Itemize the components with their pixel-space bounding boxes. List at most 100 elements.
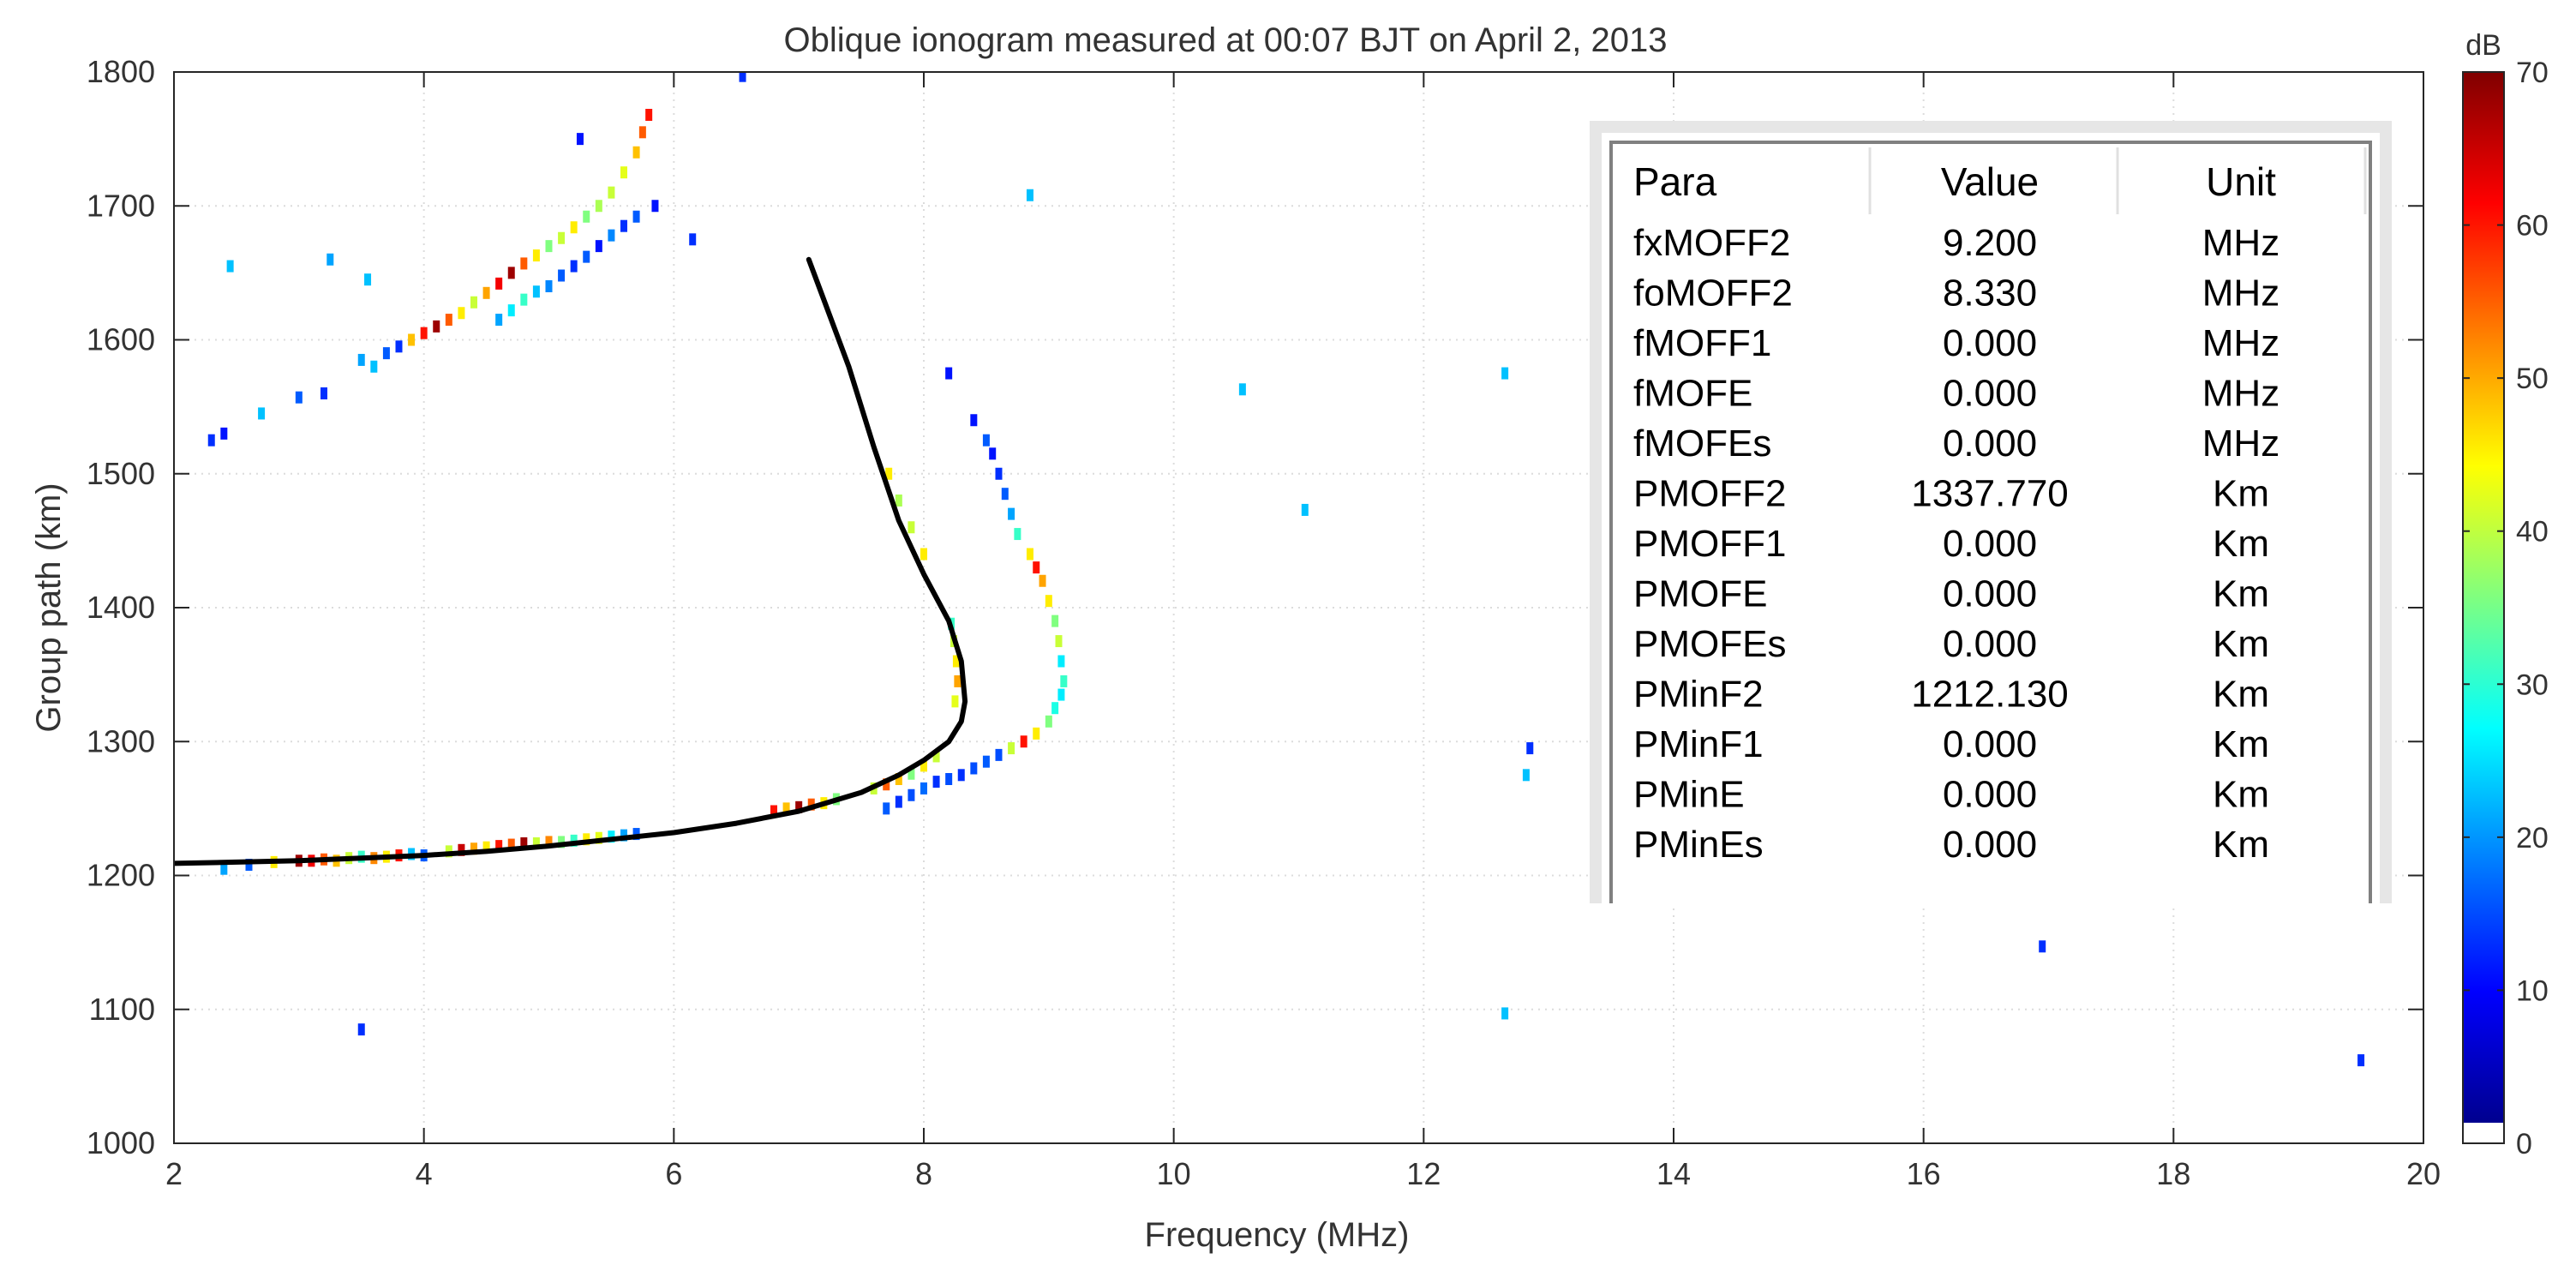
echo-point	[226, 260, 234, 273]
echo-point	[1008, 742, 1015, 755]
echo-point	[608, 186, 615, 199]
table-cell: Km	[2213, 623, 2269, 665]
echo-point	[520, 293, 528, 306]
echo-point	[807, 798, 815, 811]
colorbar: dB 0 10 20 30 40 50 60 70	[2462, 29, 2549, 1160]
echo-point	[895, 795, 902, 808]
colorbar-tick-label: 30	[2516, 668, 2549, 701]
echo-point	[1526, 742, 1534, 755]
echo-point	[620, 166, 627, 179]
echo-point	[982, 755, 990, 768]
colorbar-tick-label: 10	[2516, 974, 2549, 1007]
echo-point	[545, 240, 553, 253]
echo-point	[576, 133, 584, 146]
table-background	[1596, 127, 2386, 903]
x-tick-label: 18	[2156, 1156, 2190, 1191]
x-tick-label: 8	[915, 1156, 932, 1191]
table-cell: MHz	[2202, 373, 2279, 415]
echo-point	[395, 340, 403, 353]
table-cell: MHz	[2202, 322, 2279, 364]
echo-point	[295, 391, 303, 404]
table-cell: Km	[2213, 774, 2269, 816]
echo-point	[558, 836, 566, 848]
table-cell: 0.000	[1943, 723, 2037, 765]
table-cell: 0.000	[1943, 423, 2037, 465]
table-cell: 0.000	[1943, 774, 2037, 816]
echo-point	[782, 802, 790, 815]
echo-point	[321, 387, 327, 399]
echo-point	[632, 210, 640, 223]
table-cell: PMOFF2	[1633, 473, 1786, 515]
colorbar-tick-label: 0	[2516, 1128, 2532, 1160]
table-cell: 8.330	[1943, 273, 2037, 315]
echo-point	[408, 333, 416, 346]
table-cell: fMOFE	[1633, 373, 1752, 415]
echo-point	[1033, 561, 1040, 574]
y-tick-label: 1000	[87, 1125, 155, 1160]
echo-point	[458, 843, 465, 856]
table-cell: 0.000	[1943, 824, 2037, 866]
echo-point	[207, 434, 215, 447]
echo-point	[1014, 528, 1021, 541]
table-cell: fMOFF1	[1633, 322, 1771, 364]
chart-title: Oblique ionogram measured at 00:07 BJT o…	[783, 21, 1667, 59]
table-cell: MHz	[2202, 423, 2279, 465]
colorbar-ticks: 0 10 20 30 40 50 60 70	[2463, 57, 2549, 1160]
x-tick-label: 2	[165, 1156, 183, 1191]
table-cell: 1212.130	[1911, 674, 2069, 716]
echo-point	[520, 257, 528, 270]
table-body: Para Value Unit fxMOFF2 9.200 MHz foMOFF2 8.330…	[1633, 159, 2279, 866]
echo-point	[989, 447, 997, 460]
table-cell: Km	[2213, 824, 2269, 866]
echo-point	[433, 320, 440, 333]
echo-point	[2357, 1054, 2365, 1067]
x-tick-label: 6	[665, 1156, 682, 1191]
colorbar-tick-label: 70	[2516, 57, 2549, 89]
table-cell: Km	[2213, 723, 2269, 765]
colorbar-gradient	[2463, 72, 2504, 1123]
echo-point	[482, 841, 490, 854]
table-cell: fMOFEs	[1633, 423, 1771, 465]
colorbar-zero-band	[2463, 1123, 2504, 1143]
echo-point	[945, 367, 953, 380]
echo-point	[507, 267, 515, 279]
echo-point	[570, 834, 578, 847]
echo-point	[545, 280, 553, 292]
table-cell: PMinF1	[1633, 723, 1764, 765]
echo-point	[1522, 769, 1530, 782]
echo-point	[689, 233, 697, 246]
echo-point	[495, 314, 503, 327]
echo-point	[608, 830, 615, 843]
echo-point	[957, 769, 965, 782]
echo-point	[1055, 635, 1063, 648]
echo-point	[595, 200, 602, 213]
echo-point	[1045, 595, 1052, 608]
echo-point	[908, 521, 915, 534]
echo-point	[1051, 702, 1059, 715]
echo-point	[945, 773, 953, 785]
echo-point	[970, 414, 978, 427]
table-cell: PMOFF1	[1633, 523, 1786, 565]
echo-point	[970, 762, 978, 775]
echo-point	[2039, 940, 2046, 953]
table-cell: 0.000	[1943, 523, 2037, 565]
echo-point	[638, 126, 646, 139]
echo-point	[608, 229, 615, 242]
echo-point	[632, 828, 640, 841]
echo-point	[357, 353, 365, 366]
echo-point	[482, 286, 490, 299]
echo-point	[795, 800, 803, 813]
echo-point	[495, 277, 503, 290]
echo-point	[920, 782, 927, 794]
echo-point	[883, 802, 890, 815]
x-tick-label: 10	[1157, 1156, 1191, 1191]
table-cell: Km	[2213, 523, 2269, 565]
table-header-cell: Value	[1941, 159, 2039, 204]
table-header-cell: Para	[1633, 159, 1717, 204]
y-tick-label: 1500	[87, 456, 155, 491]
echo-point	[995, 467, 1003, 480]
fitted-trace-line	[174, 256, 968, 866]
echo-point	[545, 836, 553, 848]
echo-point	[770, 805, 777, 818]
echo-point	[645, 109, 653, 121]
